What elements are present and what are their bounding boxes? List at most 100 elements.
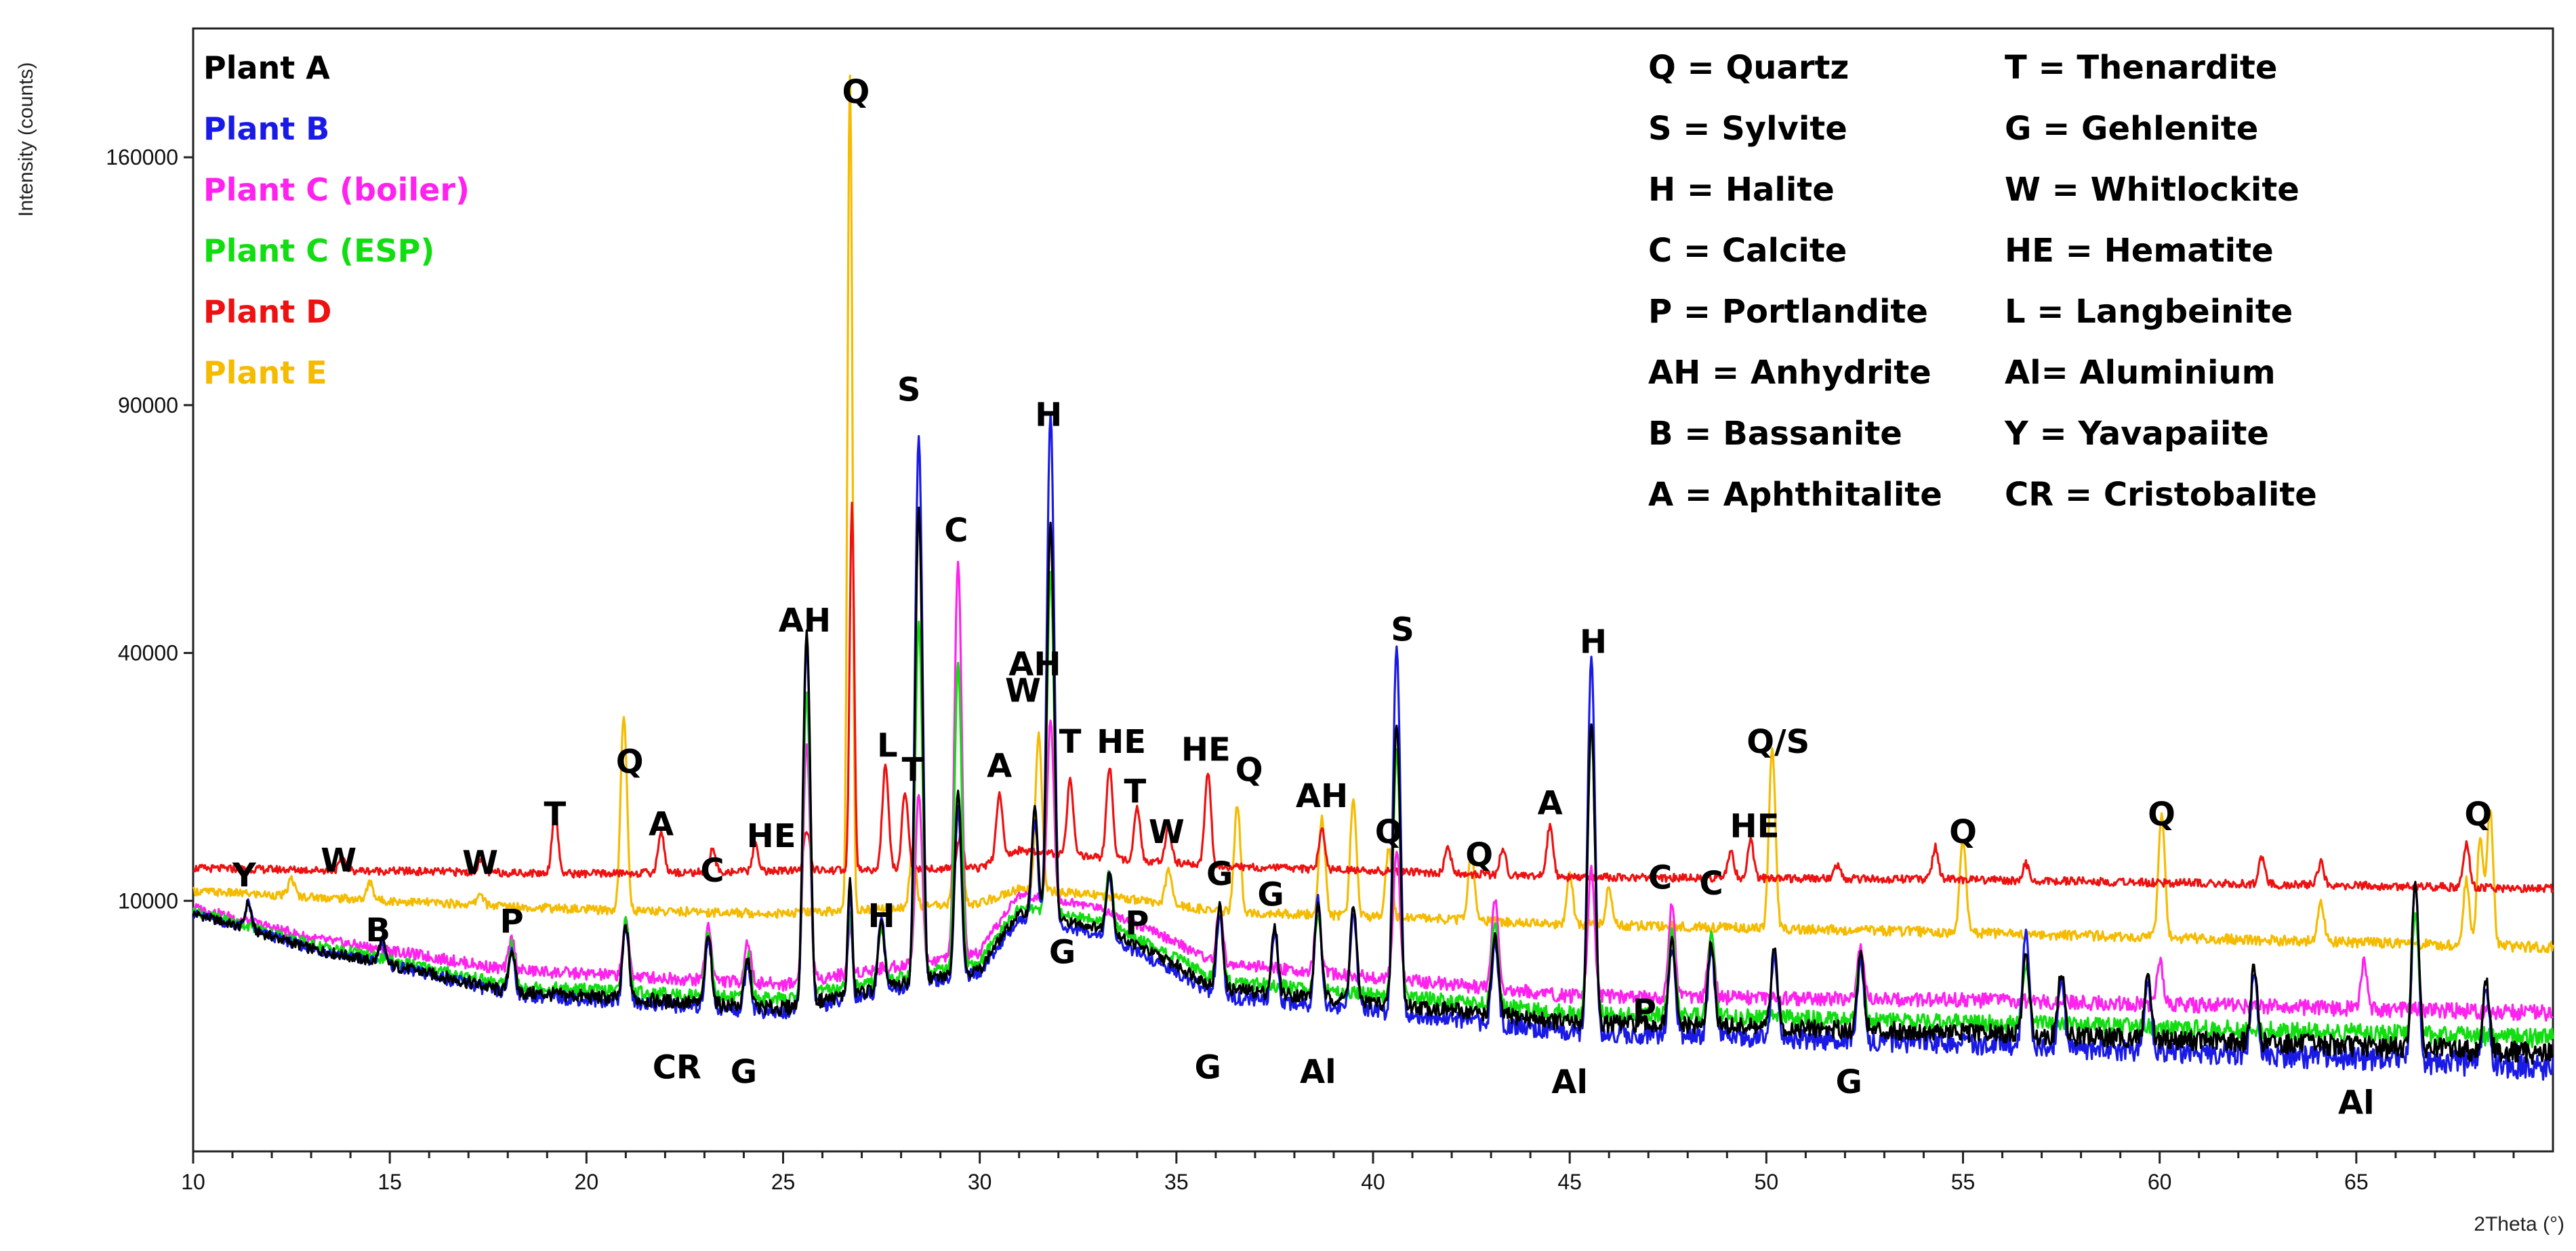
peak-label: G	[1836, 1063, 1862, 1101]
key-entry: P = Portlandite	[1648, 293, 1928, 331]
peak-label: C	[1648, 859, 1672, 897]
peak-label: HE	[1097, 723, 1146, 761]
x-axis: 10 15 20 25 30 35 40 45 50 55 60 65	[181, 1151, 2515, 1194]
x-axis-title: 2Theta (°)	[2474, 1213, 2564, 1235]
x-tick-label: 65	[2344, 1170, 2369, 1194]
peak-label: Q	[1235, 752, 1263, 789]
x-tick-label: 25	[771, 1170, 796, 1194]
key-entry: Y = Yavapaiite	[2004, 415, 2269, 453]
series-line-plant-c-esp	[192, 571, 2554, 1048]
peak-label: P	[1633, 993, 1656, 1031]
peak-label: Q	[1949, 813, 1977, 851]
key-entry: AH = Anhydrite	[1648, 354, 1931, 392]
key-entry: L = Langbeinite	[2005, 293, 2293, 331]
peak-label: A	[987, 747, 1012, 785]
peak-label: B	[365, 911, 390, 949]
series-line-plant-d	[192, 501, 2554, 893]
y-axis-title: Intensity (counts)	[15, 62, 37, 217]
legend: Plant A Plant B Plant C (boiler) Plant C (E…	[203, 49, 470, 391]
peak-label: Al	[2338, 1084, 2375, 1122]
peak-label: W	[462, 844, 498, 882]
peak-label: Q	[2464, 796, 2492, 834]
peak-label: C	[944, 512, 968, 550]
x-tick-label: 15	[377, 1170, 402, 1194]
peak-label: W	[1005, 672, 1041, 710]
legend-entry: Plant E	[203, 354, 327, 391]
peak-label: HE	[1730, 807, 1779, 845]
x-tick-label: 20	[575, 1170, 599, 1194]
peak-label: H	[867, 897, 895, 935]
x-tick-label: 35	[1164, 1170, 1189, 1194]
peak-label: CR	[653, 1049, 701, 1087]
peak-label: T	[902, 752, 924, 789]
peak-label: AH	[1008, 645, 1061, 683]
peak-label: G	[1206, 855, 1233, 893]
x-tick-label: 45	[1557, 1170, 1582, 1194]
peak-label: Q	[1375, 813, 1403, 851]
key-entry: B = Bassanite	[1648, 415, 1902, 453]
peak-label: Q	[616, 743, 644, 781]
peak-label: T	[1059, 723, 1082, 761]
peak-label: Q	[1465, 836, 1493, 874]
y-tick-label: 40000	[118, 641, 178, 665]
y-axis: 10000 40000 90000 160000	[106, 145, 193, 913]
peak-label: W	[1149, 813, 1185, 851]
peak-label: C	[700, 852, 724, 890]
peak-label: HE	[1181, 731, 1231, 769]
peak-label: AH	[1296, 777, 1348, 815]
peak-label: AH	[779, 602, 831, 640]
peak-label: G	[1257, 876, 1284, 914]
key-entry: H = Halite	[1648, 171, 1835, 209]
peak-label: S	[897, 371, 921, 409]
peak-label: H	[1035, 396, 1062, 434]
peak-label: P	[1125, 904, 1149, 942]
key-entry: CR = Cristobalite	[2005, 476, 2317, 514]
x-tick-label: 30	[968, 1170, 992, 1194]
y-tick-label: 160000	[106, 145, 178, 169]
peak-label: HE	[747, 817, 796, 855]
peak-label: Q	[2148, 796, 2175, 834]
peak-label: P	[499, 903, 523, 941]
x-tick-label: 60	[2148, 1170, 2172, 1194]
key-entry: C = Calcite	[1648, 232, 1847, 270]
key-entry: Q = Quartz	[1648, 49, 1849, 87]
series-line-plant-c-boiler	[192, 560, 2554, 1022]
peak-label: G	[1049, 933, 1076, 971]
key-entry: S = Sylvite	[1648, 110, 1847, 148]
y-tick-label: 10000	[118, 888, 178, 913]
peak-label: S	[1391, 611, 1414, 649]
key-entry: T = Thenardite	[2005, 49, 2277, 87]
peak-label: T	[544, 796, 567, 834]
legend-entry: Plant B	[203, 110, 329, 147]
series-layer	[192, 75, 2554, 1081]
peak-label: Al	[1551, 1063, 1588, 1101]
peak-label: Q	[842, 73, 870, 111]
peak-label: T	[1124, 773, 1147, 811]
peak-label: A	[1538, 785, 1563, 823]
key-entry: A = Aphthitalite	[1648, 476, 1942, 514]
y-tick-label: 90000	[118, 393, 178, 417]
key-entry: HE = Hematite	[2005, 232, 2274, 270]
key-entry: G = Gehlenite	[2005, 110, 2258, 148]
x-tick-label: 50	[1755, 1170, 1779, 1194]
mineral-key: Q = Quartz S = Sylvite H = Halite C = Calci…	[1648, 49, 2317, 514]
legend-entry: Plant D	[203, 293, 331, 330]
key-entry: Al= Aluminium	[2005, 354, 2276, 392]
peak-label: Y	[232, 857, 257, 895]
series-line-plant-e	[192, 75, 2554, 953]
key-entry: W = Whitlockite	[2005, 171, 2299, 209]
peak-label: Q/S	[1746, 723, 1810, 761]
peak-label: G	[1195, 1049, 1221, 1087]
peak-label: H	[1580, 623, 1607, 661]
peak-label: G	[731, 1053, 757, 1091]
series-line-plant-a	[192, 506, 2554, 1065]
peak-label: W	[321, 842, 356, 880]
legend-entry: Plant A	[203, 49, 330, 86]
peak-label: C	[1699, 865, 1723, 903]
peak-label: L	[877, 727, 898, 765]
legend-entry: Plant C (boiler)	[203, 171, 470, 208]
x-tick-label: 40	[1361, 1170, 1385, 1194]
peak-label: A	[649, 805, 674, 843]
